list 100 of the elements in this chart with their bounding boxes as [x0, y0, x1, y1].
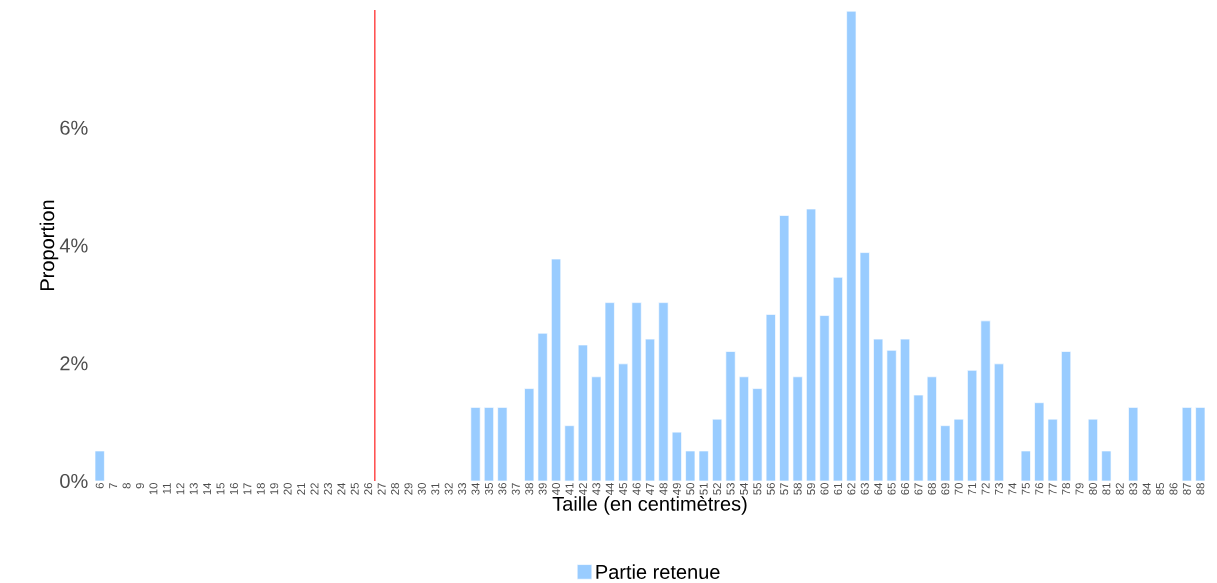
x-tick-label: 60	[820, 483, 829, 495]
x-tick-label: 68	[927, 483, 936, 495]
x-tick-label: 78	[1062, 483, 1071, 495]
x-tick-label: 62	[847, 483, 856, 495]
legend-label: Partie retenue	[596, 564, 720, 579]
bar	[953, 418, 964, 482]
x-tick-label: 79	[1075, 483, 1084, 495]
bar	[779, 215, 790, 482]
x-tick-label: 59	[807, 483, 816, 495]
x-tick-label: 40	[552, 483, 561, 495]
x-tick-label: 22	[310, 483, 319, 495]
x-tick-label: 54	[740, 482, 748, 495]
bar	[873, 338, 884, 482]
x-tick-label: 48	[659, 483, 668, 495]
y-tick-label: 0%	[60, 473, 88, 489]
bar	[1128, 407, 1139, 482]
x-tick-label: 84	[1142, 482, 1151, 495]
x-tick-label: 38	[525, 483, 534, 495]
bar	[618, 363, 629, 482]
bar	[940, 425, 951, 482]
bar	[1047, 418, 1058, 482]
bar	[712, 418, 723, 482]
x-tick-label: 71	[968, 483, 977, 495]
x-tick-label: 85	[1156, 483, 1165, 495]
x-tick-label: 20	[283, 483, 292, 495]
bar	[524, 388, 535, 482]
x-tick-label: 23	[323, 483, 332, 495]
x-tick-label: 34	[471, 482, 480, 495]
x-tick-label: 19	[270, 483, 279, 495]
x-tick-label: 76	[1035, 483, 1044, 495]
x-tick-label: 31	[431, 483, 440, 495]
x-tick-label: 47	[646, 483, 654, 495]
x-tick-label: 9	[135, 483, 144, 489]
x-tick-label: 51	[699, 483, 708, 495]
bar	[591, 376, 602, 482]
bar	[470, 407, 481, 482]
x-tick-label: 6	[95, 483, 104, 489]
x-tick-label: 25	[350, 483, 359, 495]
x-tick-label: 36	[498, 483, 507, 495]
bar	[765, 314, 776, 482]
x-tick-label: 80	[1088, 483, 1097, 495]
x-tick-label: 41	[565, 483, 574, 495]
x-tick-label: 73	[994, 483, 1003, 495]
bar	[537, 332, 548, 482]
x-tick-label: 63	[860, 483, 869, 495]
bar	[551, 258, 562, 482]
bar	[497, 407, 508, 482]
x-tick-label: 7	[109, 483, 118, 489]
x-tick-label: 52	[713, 483, 722, 495]
x-tick-label: 21	[297, 483, 305, 495]
bar	[1087, 418, 1098, 482]
x-tick-label: 12	[176, 483, 185, 495]
bar	[577, 344, 588, 482]
x-tick-label: 46	[632, 483, 641, 495]
x-tick-label: 17	[243, 483, 252, 495]
bar	[980, 320, 991, 482]
x-tick-label: 50	[686, 483, 695, 495]
x-tick-label: 83	[1129, 483, 1138, 495]
bar	[685, 450, 696, 482]
x-tick-label: 77	[1048, 483, 1057, 495]
bar	[899, 338, 911, 482]
x-tick-label: 72	[981, 483, 990, 495]
x-tick-label: 75	[1021, 483, 1030, 495]
x-tick-label: 15	[216, 483, 225, 495]
bar	[806, 208, 817, 482]
bar	[644, 338, 656, 482]
bar	[1195, 407, 1206, 482]
x-tick-label: 30	[417, 483, 426, 495]
bar	[631, 302, 642, 482]
bar	[698, 450, 709, 482]
x-tick-label: 28	[390, 483, 399, 495]
x-tick-label: 58	[793, 483, 802, 495]
y-tick-label: 2%	[60, 356, 88, 371]
bar	[819, 315, 830, 482]
x-axis-title: Taille (en centimètres)	[552, 495, 747, 515]
x-tick-label: 13	[189, 483, 198, 495]
x-tick-label: 88	[1196, 483, 1205, 495]
x-tick-label: 49	[672, 483, 681, 495]
bar	[832, 276, 843, 482]
x-tick-label: 74	[1008, 482, 1017, 495]
bar	[926, 376, 937, 482]
x-tick-label: 32	[444, 483, 453, 495]
bar	[846, 10, 857, 482]
bar	[94, 450, 105, 482]
x-tick-label: 87	[1182, 483, 1191, 495]
x-tick-label: 64	[874, 482, 883, 495]
x-tick-label: 81	[1102, 483, 1111, 495]
bar	[658, 302, 669, 482]
x-tick-label: 66	[901, 483, 910, 495]
bar	[1061, 351, 1072, 482]
bar	[483, 407, 494, 482]
x-tick-label: 65	[887, 483, 896, 495]
x-tick-label: 42	[578, 483, 587, 495]
x-tick-label: 43	[592, 483, 601, 495]
x-tick-label: 8	[122, 483, 131, 489]
x-tick-label: 44	[605, 482, 614, 495]
x-tick-label: 70	[954, 483, 963, 495]
x-tick-label: 11	[162, 483, 171, 494]
x-tick-label: 10	[149, 483, 158, 495]
x-tick-label: 27	[377, 483, 386, 495]
